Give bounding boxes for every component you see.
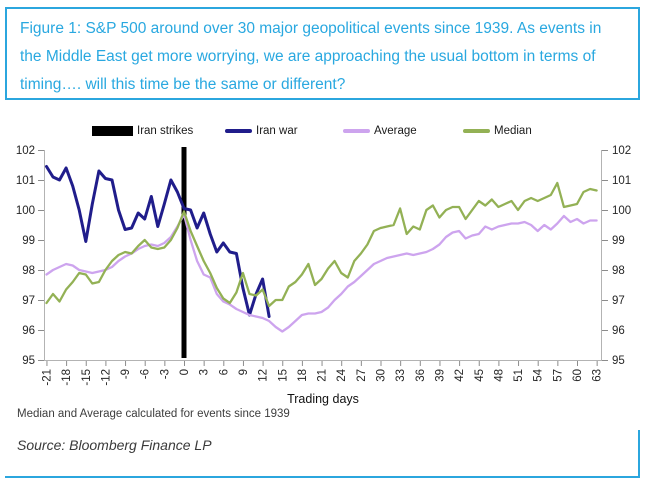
legend-item-iran-strikes: Iran strikes [92, 123, 193, 139]
x-tick-label: 63 [592, 369, 604, 382]
series-line-iran-war [45, 165, 271, 318]
x-tick-label: 27 [356, 369, 368, 382]
chart-footnote: Median and Average calculated for events… [17, 408, 290, 420]
x-tick-label: 15 [277, 369, 289, 382]
x-tick-label: 57 [552, 369, 564, 382]
x-tick-label: -6 [140, 369, 152, 379]
legend-swatch-average [343, 129, 370, 133]
legend-label-iran-war: Iran war [256, 125, 298, 137]
source-text: Source: Bloomberg Finance LP [17, 437, 212, 453]
series-line-average [45, 213, 598, 333]
y-tick-label-left: 100 [16, 205, 35, 217]
x-tick-label: 6 [218, 369, 230, 375]
x-tick-label: 3 [199, 369, 211, 375]
y-tick-label-left: 101 [16, 175, 35, 187]
x-tick-label: 51 [513, 369, 525, 382]
y-tick-label-right: 98 [612, 265, 625, 277]
y-tick-label-right: 97 [612, 295, 625, 307]
x-tick-label: 60 [572, 369, 584, 382]
x-tick-label: 36 [415, 369, 427, 382]
y-tick-label-left: 98 [22, 265, 35, 277]
series-line-median [45, 181, 598, 308]
source-box: Source: Bloomberg Finance LP [5, 430, 640, 478]
legend-item-iran-war: Iran war [225, 123, 298, 139]
x-tick-label: 30 [376, 369, 388, 382]
legend-label-average: Average [374, 125, 417, 137]
legend-swatch-median [463, 129, 490, 133]
y-tick-label-right: 95 [612, 355, 625, 367]
x-tick-label: 18 [297, 369, 309, 382]
y-tick-label-right: 99 [612, 235, 625, 247]
x-tick-label: 45 [474, 369, 486, 382]
x-tick-label: 54 [533, 368, 545, 381]
y-tick-label-left: 99 [22, 235, 35, 247]
x-tick-label: 12 [258, 369, 270, 382]
event-bar-iran-strikes [181, 147, 187, 358]
y-tick-label-left: 97 [22, 295, 35, 307]
y-tick-label-left: 102 [16, 145, 35, 157]
figure-title-box: Figure 1: S&P 500 around over 30 major g… [5, 7, 640, 100]
y-tick-label-right: 102 [612, 145, 631, 157]
x-tick-label: -12 [100, 369, 112, 386]
x-tick-label: 48 [493, 369, 505, 382]
y-tick-label-right: 101 [612, 175, 631, 187]
x-tick-label: 24 [336, 368, 348, 381]
y-tick-label-left: 95 [22, 355, 35, 367]
x-tick-label: 9 [238, 369, 250, 375]
x-tick-label: -3 [159, 369, 171, 379]
x-axis-title: Trading days [287, 392, 359, 406]
y-tick-label-right: 100 [612, 205, 631, 217]
x-tick-label: -15 [81, 369, 93, 386]
x-tick-label: -9 [120, 369, 132, 379]
x-tick-label: -18 [61, 369, 73, 386]
legend-item-median: Median [463, 123, 532, 139]
x-tick-label: 33 [395, 369, 407, 382]
legend-swatch-iran-strikes [92, 126, 133, 136]
x-tick-label: 42 [454, 369, 466, 382]
figure-title: Figure 1: S&P 500 around over 30 major g… [20, 20, 602, 93]
y-tick-label-left: 96 [22, 325, 35, 337]
legend-swatch-iran-war [225, 129, 252, 133]
chart-series [45, 147, 598, 358]
x-tick-label: -21 [41, 369, 53, 386]
legend-item-average: Average [343, 123, 417, 139]
legend-label-median: Median [494, 125, 532, 137]
y-tick-label-right: 96 [612, 325, 625, 337]
x-tick-label: 0 [179, 369, 191, 375]
x-tick-label: 21 [317, 369, 329, 382]
legend-label-iran-strikes: Iran strikes [137, 125, 194, 137]
x-tick-label: 39 [434, 369, 446, 382]
